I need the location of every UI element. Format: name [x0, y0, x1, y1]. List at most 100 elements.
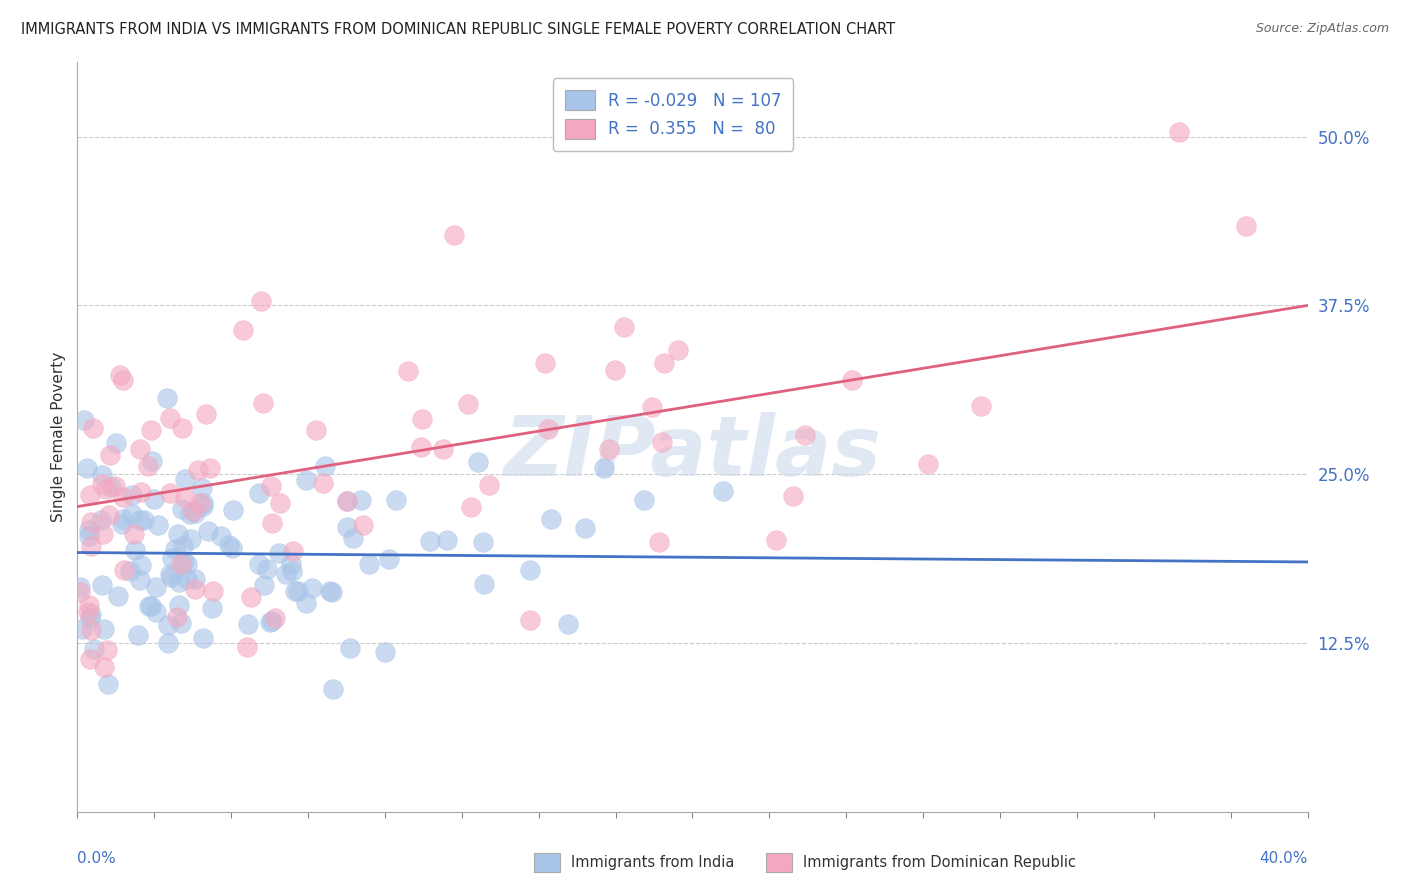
Point [80, 539, 103, 553]
Point [184, 506, 207, 520]
Point [76, 606, 98, 620]
Point [121, 507, 143, 521]
Point [100, 480, 122, 494]
Point [195, 407, 218, 421]
Point [70, 622, 93, 636]
Point [350, 492, 373, 507]
Point [69, 580, 91, 594]
Point [191, 499, 214, 513]
Point [592, 460, 614, 475]
Point [91, 476, 114, 491]
Point [93, 622, 115, 636]
Point [77, 523, 100, 537]
Point [336, 494, 359, 508]
Point [209, 528, 232, 542]
Point [305, 423, 328, 437]
Point [143, 492, 166, 507]
Point [641, 400, 664, 414]
Point [191, 631, 214, 645]
Point [180, 532, 202, 546]
Point [574, 521, 596, 535]
Point [357, 557, 380, 571]
Point [110, 516, 132, 531]
Point [236, 617, 259, 632]
Point [432, 442, 454, 456]
Point [128, 442, 150, 456]
Point [263, 611, 285, 625]
Point [90, 467, 112, 482]
Point [91, 577, 114, 591]
Point [613, 319, 636, 334]
Point [111, 490, 134, 504]
Point [170, 616, 193, 631]
Text: Source: ZipAtlas.com: Source: ZipAtlas.com [1256, 22, 1389, 36]
Point [129, 558, 152, 572]
Point [336, 494, 359, 508]
Point [79, 529, 101, 543]
Point [765, 533, 787, 548]
Point [312, 476, 335, 491]
Point [221, 541, 243, 555]
Point [124, 526, 146, 541]
Legend: R = -0.029   N = 107, R =  0.355   N =  80: R = -0.029 N = 107, R = 0.355 N = 80 [553, 78, 793, 151]
Point [112, 373, 135, 387]
Point [145, 580, 167, 594]
Point [460, 500, 482, 514]
Y-axis label: Single Female Poverty: Single Female Poverty [51, 352, 66, 522]
Point [169, 598, 191, 612]
Point [82, 421, 104, 435]
Point [917, 457, 939, 471]
Point [156, 636, 179, 650]
Point [1168, 126, 1191, 140]
Point [256, 561, 278, 575]
Point [969, 399, 991, 413]
Point [139, 423, 162, 437]
Point [478, 478, 501, 492]
Point [183, 582, 205, 597]
Point [260, 615, 283, 629]
Point [107, 589, 129, 603]
Point [124, 542, 146, 557]
Point [127, 628, 149, 642]
Point [782, 489, 804, 503]
Text: IMMIGRANTS FROM INDIA VS IMMIGRANTS FROM DOMINICAN REPUBLIC SINGLE FEMALE POVERT: IMMIGRANTS FROM INDIA VS IMMIGRANTS FROM… [21, 22, 896, 37]
Text: ZIPatlas: ZIPatlas [503, 411, 882, 492]
Point [247, 486, 270, 500]
Point [136, 459, 159, 474]
Point [69, 584, 91, 599]
Point [159, 410, 181, 425]
Point [519, 563, 541, 577]
Point [235, 640, 257, 654]
Point [396, 364, 419, 378]
Point [232, 323, 254, 337]
Point [170, 557, 193, 571]
Point [98, 508, 121, 522]
Point [179, 507, 201, 521]
Point [79, 611, 101, 625]
Point [281, 543, 304, 558]
Point [534, 355, 557, 369]
Point [314, 459, 336, 474]
Point [536, 422, 558, 436]
Point [374, 645, 396, 659]
Point [200, 461, 222, 475]
Point [187, 462, 209, 476]
Point [436, 533, 458, 547]
Point [80, 607, 103, 622]
Point [77, 599, 100, 613]
Point [467, 455, 489, 469]
Point [519, 613, 541, 627]
Point [711, 483, 734, 498]
Point [472, 535, 495, 549]
Point [269, 496, 291, 510]
Point [94, 482, 117, 496]
Point [73, 413, 96, 427]
Point [93, 660, 115, 674]
Point [321, 585, 343, 599]
Point [98, 448, 121, 462]
Point [247, 557, 270, 571]
Point [666, 343, 689, 357]
Text: 40.0%: 40.0% [1260, 851, 1308, 865]
Point [191, 481, 214, 495]
Point [419, 533, 441, 548]
